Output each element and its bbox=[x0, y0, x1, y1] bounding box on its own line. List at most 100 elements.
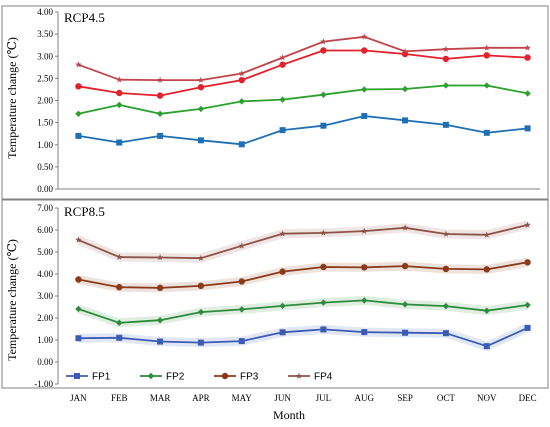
data-point-fp3 bbox=[279, 268, 286, 275]
x-tick-label: NOV bbox=[477, 393, 497, 403]
data-point-fp3 bbox=[197, 282, 205, 290]
data-point-fp4 bbox=[483, 231, 490, 238]
series-line-fp4 bbox=[78, 35, 528, 81]
data-point-fp2 bbox=[320, 91, 327, 98]
data-point-fp1 bbox=[524, 324, 531, 331]
data-point-fp1 bbox=[279, 127, 286, 134]
data-point-fp2 bbox=[401, 85, 409, 93]
y-tick-label: -1.00 bbox=[34, 379, 53, 389]
data-point-fp4 bbox=[197, 254, 205, 261]
legend-label-fp1: FP1 bbox=[92, 372, 111, 383]
data-point-fp3 bbox=[116, 89, 123, 97]
data-point-fp2 bbox=[401, 301, 409, 308]
data-point-fp1 bbox=[116, 139, 123, 146]
data-point-fp3 bbox=[238, 278, 245, 285]
y-tick-label: 1.00 bbox=[37, 140, 53, 150]
y-tick-label: 2.00 bbox=[37, 313, 53, 323]
y-tick-label: 2.50 bbox=[37, 73, 53, 83]
y-tick-label: 0.50 bbox=[37, 162, 53, 172]
data-point-fp2 bbox=[279, 96, 286, 103]
data-point-fp3 bbox=[197, 84, 205, 91]
panel-rcp85: -1.00 0.00 1.00 2.00 3.00 4.00 5.00 6.00 7.00 RC… bbox=[1, 199, 549, 389]
plot-frame-rcp45 bbox=[1, 5, 549, 200]
y-tick-label: 7.00 bbox=[37, 203, 53, 213]
y-tick-label: 1.50 bbox=[37, 118, 53, 128]
data-point-fp3 bbox=[116, 284, 123, 291]
data-point-fp3 bbox=[75, 276, 82, 283]
data-point-fp1 bbox=[279, 329, 286, 336]
y-tick-label: 1.00 bbox=[37, 335, 53, 345]
data-point-fp4 bbox=[238, 70, 245, 77]
data-point-fp2 bbox=[197, 105, 205, 113]
data-point-fp1 bbox=[197, 137, 204, 144]
legend-label-fp2: FP2 bbox=[166, 372, 185, 383]
x-tick-label: JUL bbox=[316, 393, 332, 403]
legend-label-fp4: FP4 bbox=[314, 372, 333, 383]
series-line-fp3 bbox=[78, 49, 528, 97]
legend-marker-fp2 bbox=[147, 372, 155, 380]
data-point-fp2 bbox=[361, 86, 368, 93]
x-axis-ticks: JAN FEB MAR APR MAY JUN JUL AUG SEP OCT NOV DEC bbox=[70, 393, 536, 403]
data-point-fp1 bbox=[197, 339, 204, 346]
data-point-fp1 bbox=[157, 132, 164, 139]
panel-rcp45: 0.00 0.50 1.00 1.50 2.00 2.50 3.00 3.50 4.00 RCP… bbox=[1, 5, 549, 200]
y-tick-label: 3.00 bbox=[37, 51, 53, 61]
data-point-fp2 bbox=[197, 308, 205, 316]
data-point-fp3 bbox=[320, 263, 327, 271]
data-point-fp1 bbox=[402, 117, 409, 124]
data-point-fp4 bbox=[361, 227, 368, 234]
data-point-fp4 bbox=[442, 230, 450, 237]
data-point-fp3 bbox=[483, 266, 490, 273]
data-point-fp3 bbox=[401, 262, 409, 270]
data-point-fp2 bbox=[156, 317, 164, 324]
x-tick-label: JUN bbox=[274, 393, 291, 403]
data-point-fp1 bbox=[238, 338, 245, 345]
data-point-fp2 bbox=[524, 301, 531, 309]
data-point-fp2 bbox=[442, 82, 450, 89]
data-point-fp4 bbox=[361, 33, 368, 40]
x-tick-label: OCT bbox=[437, 393, 456, 403]
data-point-fp3 bbox=[156, 92, 164, 99]
data-point-fp2 bbox=[279, 302, 286, 310]
data-point-fp4 bbox=[279, 54, 286, 61]
data-point-fp4 bbox=[442, 45, 450, 52]
data-point-fp2 bbox=[156, 110, 164, 117]
data-point-fp3 bbox=[483, 52, 490, 59]
panel-label-rcp85: RCP8.5 bbox=[64, 204, 105, 219]
data-point-fp3 bbox=[156, 284, 164, 292]
panel-label-rcp45: RCP4.5 bbox=[64, 10, 105, 25]
data-point-fp1 bbox=[116, 334, 123, 341]
legend-marker-fp3 bbox=[221, 372, 229, 380]
data-point-fp4 bbox=[116, 76, 123, 83]
data-point-fp2 bbox=[483, 82, 490, 89]
data-point-fp1 bbox=[320, 122, 327, 129]
data-point-fp4 bbox=[401, 47, 409, 55]
data-point-fp1 bbox=[157, 338, 164, 345]
legend: FP1 FP2 FP3 FP4 bbox=[66, 372, 333, 383]
data-point-fp3 bbox=[401, 50, 409, 58]
data-point-fp4 bbox=[75, 61, 82, 68]
y-tick-label: 0.00 bbox=[37, 184, 53, 194]
data-point-fp4 bbox=[279, 230, 286, 237]
y-tick-label: 3.50 bbox=[37, 29, 53, 39]
data-point-fp4 bbox=[156, 76, 164, 83]
series-group-rcp45 bbox=[75, 33, 531, 148]
data-point-fp1 bbox=[320, 326, 327, 333]
data-point-fp2 bbox=[116, 319, 123, 327]
data-point-fp4 bbox=[197, 76, 205, 83]
data-point-fp4 bbox=[320, 229, 327, 236]
series-line-fp2 bbox=[78, 299, 528, 324]
data-point-fp3 bbox=[524, 259, 531, 266]
series-line-fp4 bbox=[78, 224, 528, 260]
data-point-fp1 bbox=[402, 329, 409, 336]
x-tick-label: SEP bbox=[397, 393, 413, 403]
data-point-fp3 bbox=[361, 264, 368, 271]
data-point-fp1 bbox=[361, 112, 368, 119]
data-point-fp3 bbox=[75, 83, 82, 90]
x-tick-label: JAN bbox=[70, 393, 87, 403]
data-point-fp4 bbox=[156, 254, 164, 261]
series-line-fp1 bbox=[78, 115, 528, 146]
data-point-fp1 bbox=[75, 132, 82, 139]
y-tick-label: 4.00 bbox=[37, 7, 53, 17]
